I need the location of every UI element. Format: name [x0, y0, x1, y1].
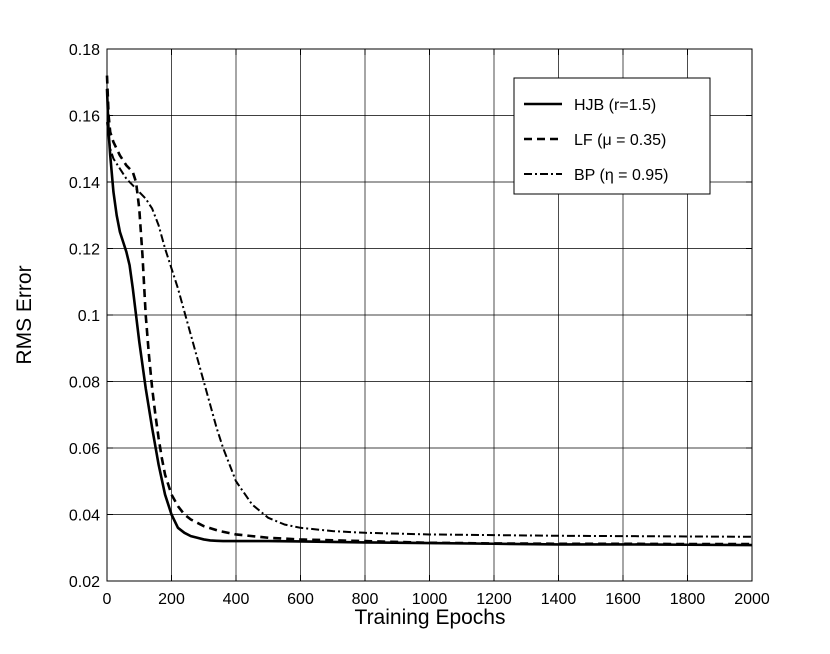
y-tick-label: 0.06	[69, 441, 100, 458]
legend-label-hjb: HJB (r=1.5)	[574, 97, 656, 114]
x-tick-label: 200	[158, 591, 185, 608]
series-layer	[105, 75, 753, 547]
x-tick-label: 1000	[412, 591, 448, 608]
legend: HJB (r=1.5) LF (μ = 0.35) BP (η = 0.95)	[513, 77, 711, 195]
x-tick-labels: 0 200 400 600 800 1000 1200 1400 1600 1800 2000	[103, 591, 770, 608]
x-axis-title: Training Epochs	[355, 606, 506, 629]
y-tick-label: 0.08	[69, 375, 100, 392]
y-axis-title: RMS Error	[13, 265, 36, 364]
x-tick-label: 1200	[476, 591, 512, 608]
x-tick-label: 2000	[734, 591, 770, 608]
x-tick-label: 600	[287, 591, 314, 608]
y-tick-label: 0.1	[78, 308, 100, 325]
y-tick-label: 0.04	[69, 508, 100, 525]
y-tick-label: 0.02	[69, 574, 100, 591]
series-line-bp	[106, 122, 753, 538]
x-tick-label: 400	[223, 591, 250, 608]
y-tick-label: 0.18	[69, 42, 100, 59]
y-tick-labels: 0.02 0.04 0.06 0.08 0.1 0.12 0.14 0.16 0.18	[69, 42, 100, 591]
x-tick-label: 1600	[605, 591, 641, 608]
series-line-lf	[105, 75, 752, 546]
x-tick-label: 0	[103, 591, 112, 608]
series-line-hjb	[105, 88, 753, 547]
legend-label-bp: BP (η = 0.95)	[574, 167, 668, 184]
legend-label-lf: LF (μ = 0.35)	[574, 132, 666, 149]
y-tick-label: 0.16	[69, 109, 100, 126]
x-tick-label: 1400	[541, 591, 577, 608]
ticks	[106, 48, 753, 582]
y-tick-label: 0.14	[69, 175, 100, 192]
x-tick-label: 1800	[670, 591, 706, 608]
y-tick-label: 0.12	[69, 242, 100, 259]
x-tick-label: 800	[352, 591, 379, 608]
